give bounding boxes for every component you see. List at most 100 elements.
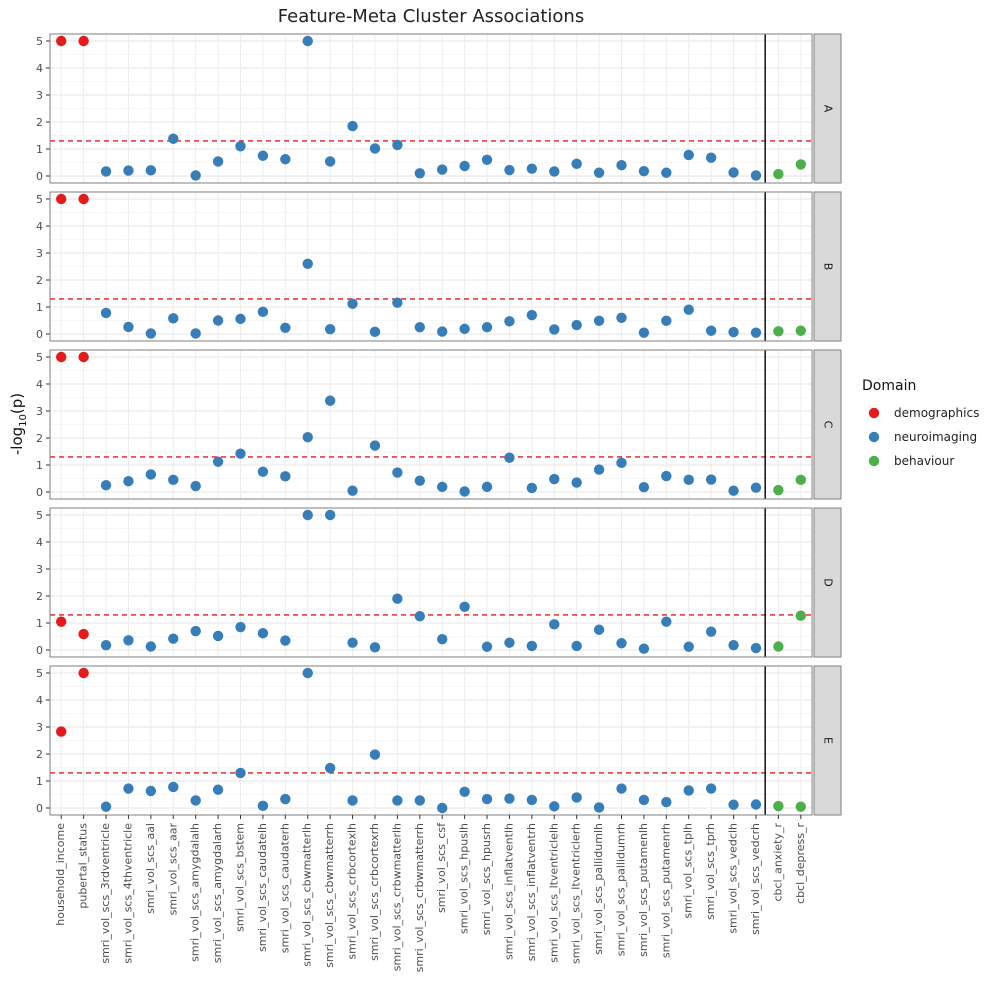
data-point: [638, 165, 650, 177]
facet-strip: [813, 191, 842, 342]
x-tick-label: smri_vol_scs_amygdalalh: [189, 823, 202, 962]
y-tick-label: 5: [36, 509, 43, 522]
data-point: [616, 638, 627, 649]
data-point: [145, 165, 157, 176]
data-point: [123, 783, 134, 794]
data-point: [750, 327, 762, 338]
data-point: [190, 625, 201, 637]
y-tick-label: 1: [36, 459, 43, 472]
x-tick-label: smri_vol_scs_hpuslh: [458, 823, 471, 934]
y-tick-label: 0: [36, 486, 43, 499]
data-point: [168, 313, 179, 324]
data-point: [190, 795, 201, 806]
data-point: [683, 785, 694, 796]
x-tick-label: smri_vol_scs_pallidumlh: [592, 823, 605, 955]
data-point: [683, 304, 694, 315]
data-point: [504, 316, 515, 327]
y-tick-label: 2: [36, 274, 43, 287]
data-point: [257, 306, 269, 318]
data-point: [78, 628, 89, 640]
panel-a: 0 1 2 3 4 5 A: [36, 33, 842, 184]
x-tick-label: smri_vol_scs_caudatelh: [256, 823, 269, 952]
data-point: [593, 167, 605, 178]
y-tick-label: 4: [36, 694, 43, 707]
facet-strip-label: D: [822, 578, 835, 586]
data-point: [324, 395, 336, 406]
data-point: [235, 141, 246, 152]
data-point: [773, 168, 784, 180]
data-point: [459, 486, 470, 497]
y-tick-label: 1: [36, 301, 43, 314]
data-point: [504, 637, 515, 648]
x-tick-label: smri_vol_scs_aar: [166, 823, 179, 916]
data-point: [638, 643, 650, 654]
y-axis-title-subscript: 10: [18, 414, 29, 427]
y-tick-label: 2: [36, 432, 43, 445]
y-tick-label: 0: [36, 328, 43, 341]
y-axis-title-main: -log: [8, 427, 26, 455]
data-point: [526, 794, 538, 806]
x-tick-label: smri_vol_scs_aal: [144, 823, 157, 914]
data-point: [616, 783, 627, 794]
data-point: [661, 167, 672, 178]
data-point: [414, 475, 425, 486]
legend-marker-behaviour: [868, 455, 880, 467]
panel-border: [49, 507, 813, 658]
data-point: [302, 258, 313, 269]
data-point: [212, 630, 224, 642]
x-tick-label: smri_vol_scs_putamenlh: [637, 823, 650, 957]
x-tick-label: smri_vol_scs_tplh: [682, 823, 695, 919]
data-point: [257, 150, 269, 161]
data-point: [481, 481, 493, 493]
x-tick-label: smri_vol_scs_cbwmatterlh: [301, 823, 314, 967]
x-axis-ticks: household_income pubertal_status smri_vol_…: [54, 815, 807, 972]
data-point: [459, 160, 470, 172]
x-tick-label: smri_vol_scs_crbwmatterrh: [413, 823, 426, 972]
y-tick-label: 5: [36, 193, 43, 206]
data-point: [369, 326, 381, 338]
facet-strip-label: B: [822, 263, 835, 271]
data-point: [414, 322, 425, 333]
data-point: [437, 802, 448, 814]
data-point: [369, 143, 381, 154]
facet-strip-label: A: [822, 105, 835, 113]
y-axis-title: -log10(p): [8, 393, 29, 455]
y-tick-label: 4: [36, 220, 43, 233]
data-point: [616, 457, 627, 469]
data-point: [302, 35, 313, 47]
data-point: [414, 611, 425, 622]
data-point: [549, 166, 560, 177]
data-point: [638, 327, 650, 338]
y-tick-label: 0: [36, 644, 43, 657]
data-point: [257, 800, 269, 812]
data-point: [392, 593, 403, 604]
data-point: [750, 799, 762, 810]
data-point: [56, 726, 67, 737]
x-tick-label: cbcl_anxiety_r: [771, 823, 784, 902]
data-point: [123, 321, 134, 333]
chart-title: Feature-Meta Cluster Associations: [278, 6, 584, 27]
facet-panels: 0 1 2 3 4 5 A 0 1 2 3 4 5 B 0 1 2 3 4 5 C 0 1 2 3 4 5 D 0 1 2 3 4 5 E: [36, 33, 842, 816]
data-point: [392, 467, 403, 478]
x-tick-label: household_income: [54, 823, 67, 926]
data-point: [56, 193, 67, 205]
x-tick-label: smri_vol_scs_hpusrh: [480, 823, 493, 935]
data-point: [705, 325, 717, 336]
data-point: [392, 795, 403, 806]
data-point: [280, 471, 291, 482]
data-point: [414, 795, 425, 806]
data-point: [145, 641, 157, 652]
x-tick-label: smri_vol_scs_vedclh: [727, 823, 740, 934]
y-tick-label: 0: [36, 170, 43, 183]
data-point: [324, 156, 336, 167]
data-point: [795, 474, 806, 486]
x-tick-label: smri_vol_scs_crbcortexrh: [368, 823, 381, 961]
data-point: [661, 616, 672, 627]
data-point: [347, 637, 358, 648]
data-point: [459, 323, 470, 335]
data-point: [369, 642, 381, 653]
x-tick-label: smri_vol_scs_vedcrh: [749, 823, 762, 935]
data-point: [212, 315, 224, 326]
x-tick-label: cbcl_depress_r: [794, 823, 807, 904]
